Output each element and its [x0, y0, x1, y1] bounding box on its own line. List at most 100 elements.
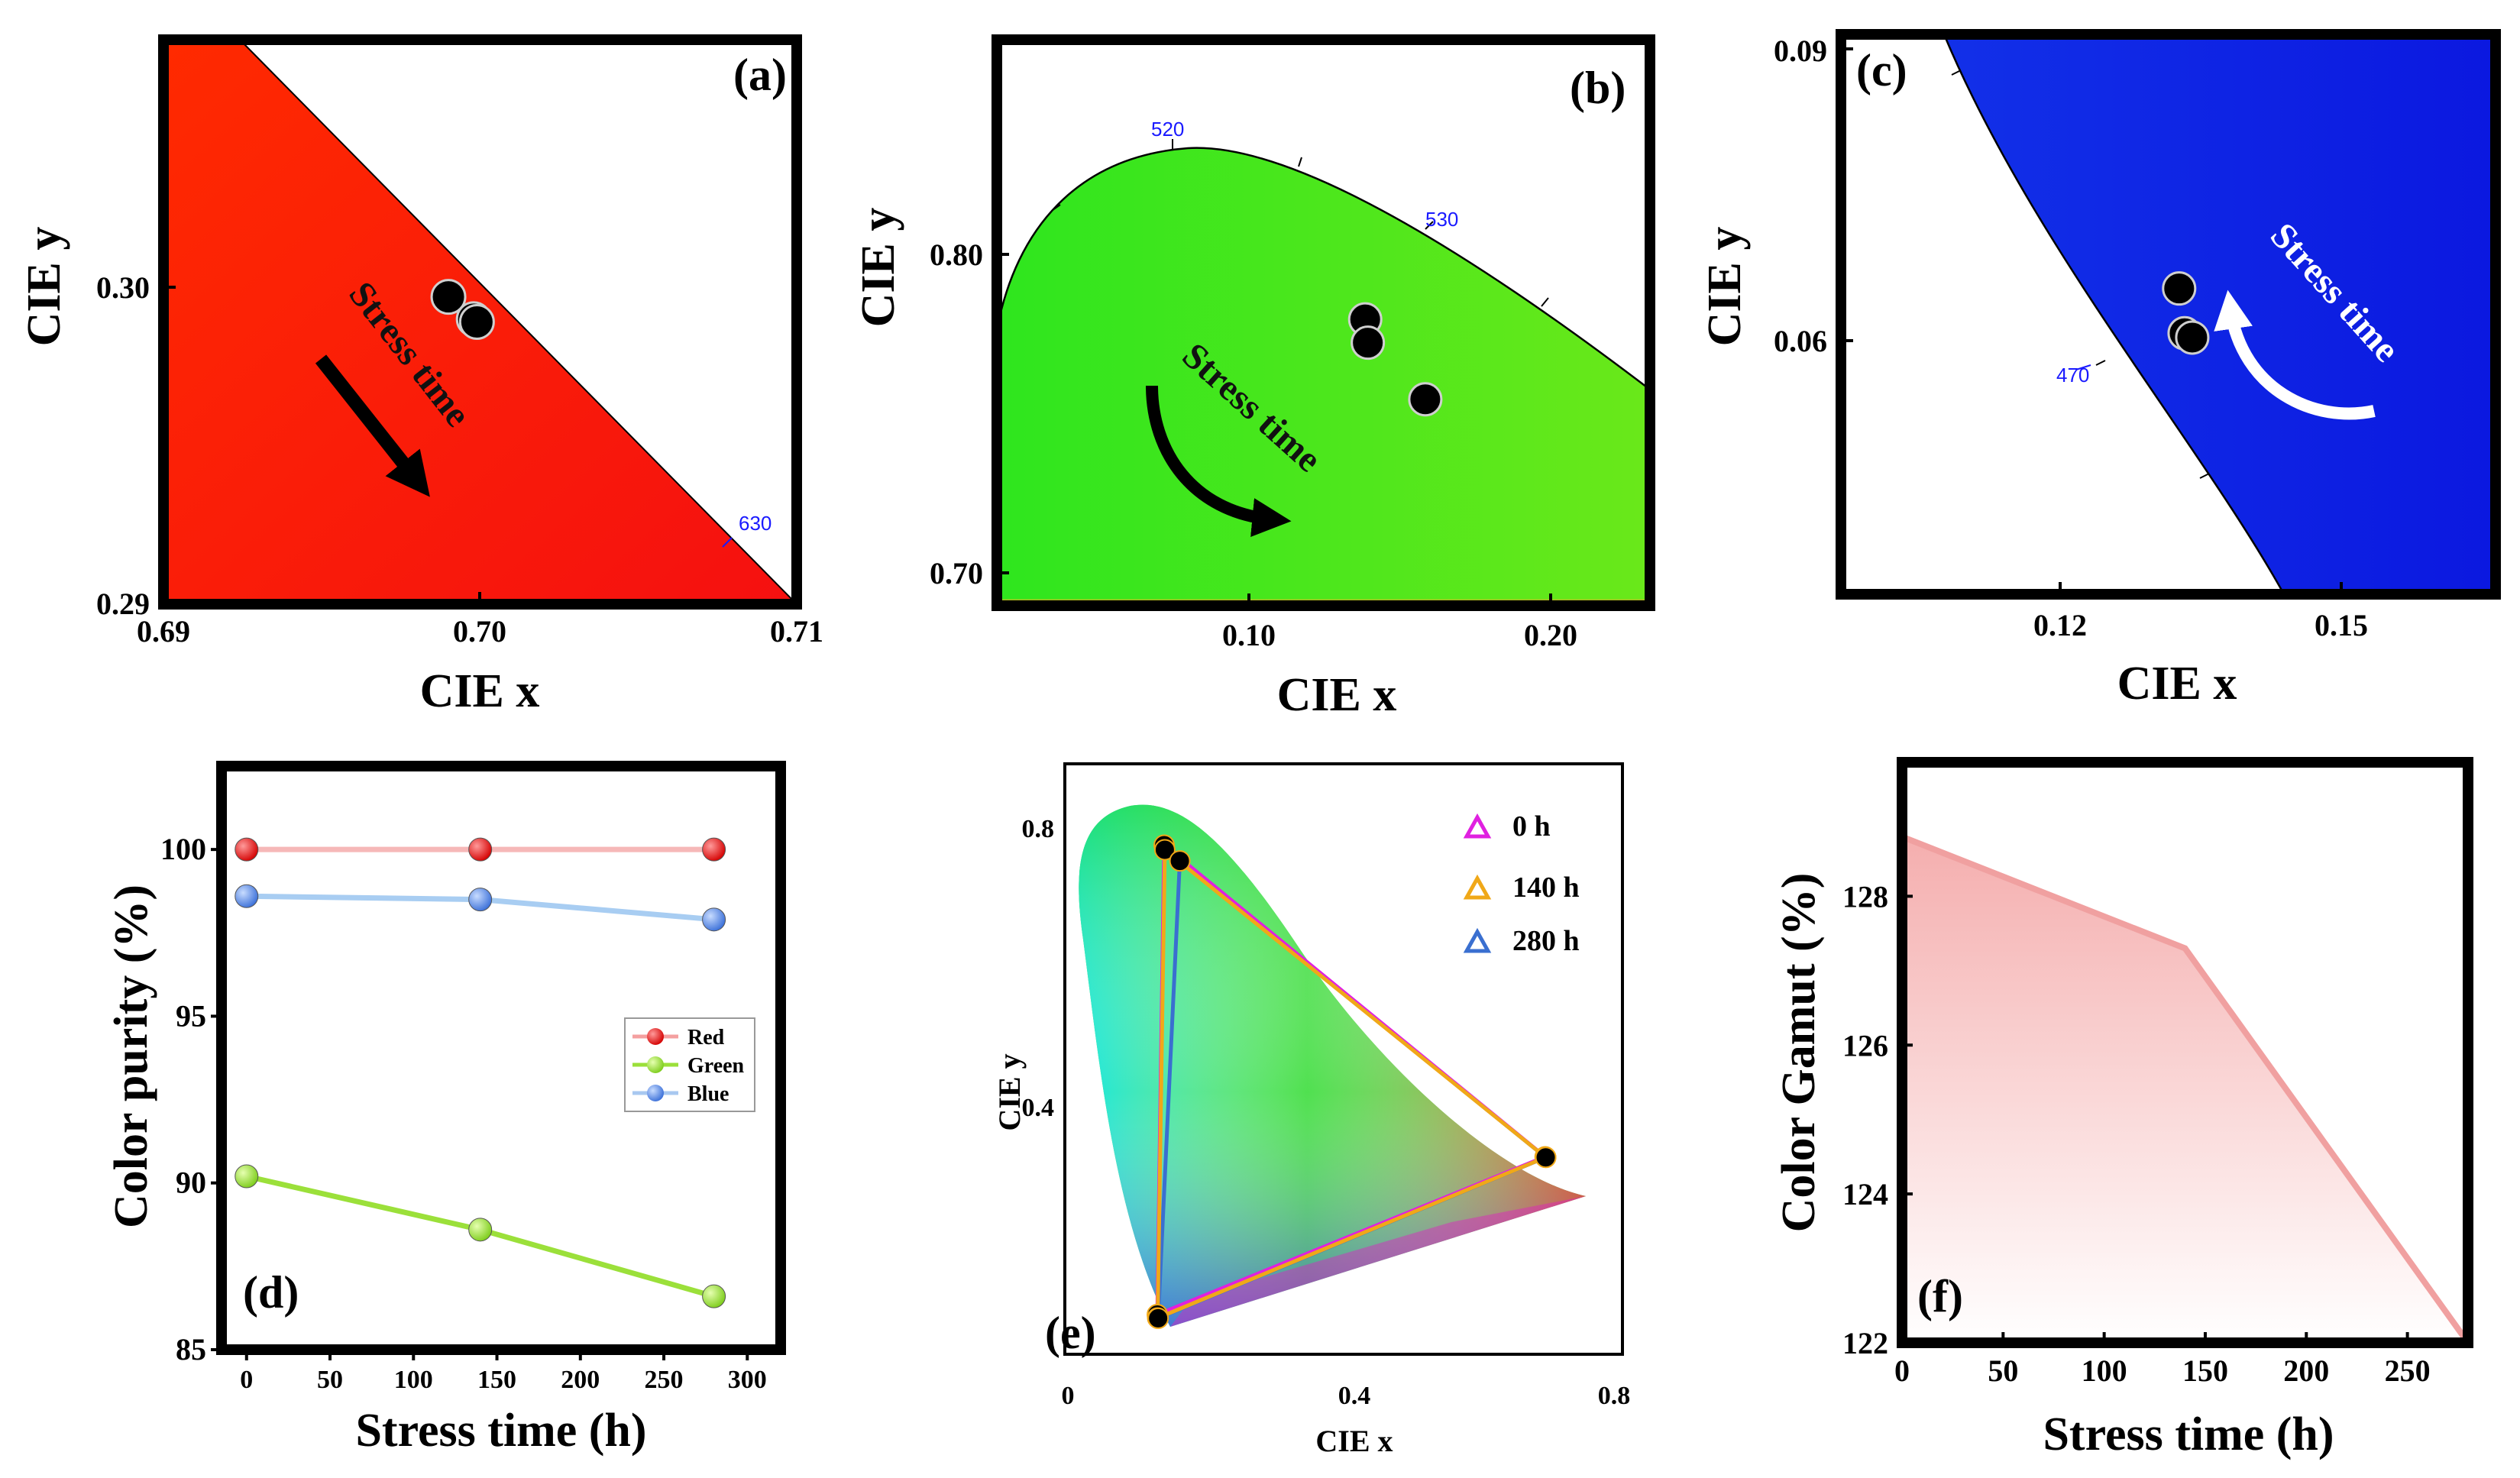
gamut-line — [1901, 833, 2471, 1345]
x-tick-label: 50 — [317, 1366, 343, 1394]
panel-c: 470 Stress time (c) 0.12 0.15 0.06 0.09 … — [1699, 29, 2501, 710]
wavelength-tick — [1951, 70, 1962, 76]
y-tick-label: 0.29 — [96, 587, 150, 621]
legend-marker-red — [647, 1028, 664, 1045]
legend-marker-280h — [1463, 927, 1492, 953]
panel-f: (f) 0 50 100 150 200 250 122 124 126 128 Stress t… — [1773, 757, 2473, 1460]
axis-ticks-c — [1841, 47, 2343, 594]
x-tick-label: 100 — [394, 1366, 433, 1394]
panel-label-d: (d) — [243, 1267, 299, 1318]
series-point-blue — [468, 888, 493, 912]
y-tick-label: 95 — [176, 998, 206, 1033]
x-tick-label: 250 — [2385, 1353, 2431, 1388]
data-point — [430, 279, 467, 315]
series-point-red — [235, 837, 259, 862]
wavelength-tick — [1541, 297, 1549, 307]
axis-ticks-f: 0 50 100 150 200 250 122 124 126 128 — [1842, 879, 2431, 1388]
x-tick-label: 0 — [240, 1366, 253, 1394]
series-point-red — [468, 837, 493, 862]
wavelength-label: 520 — [1151, 118, 1184, 141]
cie-gradient-v — [1079, 804, 1586, 1327]
x-tick-label: 50 — [1988, 1353, 2018, 1388]
stress-arrow-c — [2214, 289, 2376, 420]
series-points-d — [235, 837, 726, 1308]
panel-label-e: (e) — [1045, 1308, 1096, 1358]
x-tick-label: 0.20 — [1524, 618, 1577, 652]
primary-point — [1147, 1307, 1169, 1329]
primary-point — [1153, 839, 1176, 861]
legend-label-140h: 140 h — [1512, 872, 1580, 904]
x-tick-label: 250 — [645, 1366, 684, 1394]
panel-label-a: (a) — [733, 50, 787, 100]
plot-frame-b — [992, 34, 1655, 611]
x-tick-label: 150 — [2182, 1353, 2228, 1388]
data-points-a — [430, 279, 495, 340]
x-tick-label: 0 — [1894, 1353, 1910, 1388]
panel-d: (d) Red Green Blue 0 50 100 150 200 250 300 85 9… — [105, 761, 786, 1457]
x-axis-label: CIE x — [1315, 1424, 1393, 1458]
spectral-locus-blue — [1943, 34, 2285, 595]
x-tick-label: 0 — [1062, 1382, 1075, 1410]
panel-label-b: (b) — [1570, 63, 1626, 113]
stress-arrow-b — [1146, 385, 1292, 538]
x-tick-label: 0.10 — [1222, 618, 1276, 652]
y-tick-label: 126 — [1842, 1028, 1888, 1062]
legend-label-red: Red — [687, 1026, 725, 1049]
wavelength-tick — [2199, 473, 2210, 479]
primary-point — [1535, 1147, 1557, 1169]
y-tick-label: 128 — [1842, 879, 1888, 914]
x-axis-label: Stress time (h) — [355, 1405, 646, 1457]
data-point — [2175, 320, 2210, 355]
y-axis-label: CIE y — [992, 1053, 1027, 1130]
y-axis-label: Color Gamut (%) — [1773, 873, 1825, 1233]
x-axis-label: CIE x — [1277, 669, 1397, 721]
wavelength-label: 530 — [1425, 208, 1458, 231]
legend-label-280h: 280 h — [1512, 925, 1580, 957]
y-tick-label: 122 — [1842, 1326, 1888, 1360]
data-point — [458, 304, 495, 340]
legend-label-green: Green — [687, 1054, 745, 1078]
primary-points-e — [1147, 834, 1557, 1329]
gamut-triangle-140h — [1155, 846, 1550, 1321]
y-tick-label: 0.80 — [930, 238, 983, 272]
wavelength-tick — [722, 537, 733, 548]
data-point — [2162, 271, 2197, 306]
x-tick-label: 150 — [477, 1366, 516, 1394]
wavelength-tick — [1298, 157, 1302, 167]
legend-marker-140h — [1463, 874, 1492, 900]
legend-d: Red Green Blue — [624, 1017, 755, 1112]
gamut-area — [1902, 836, 2468, 1343]
series-point-green — [702, 1284, 726, 1308]
legend-e: 0 h 140 h 280 h — [1463, 810, 1580, 957]
primary-point — [1169, 850, 1191, 872]
y-tick-label: 90 — [176, 1166, 206, 1200]
plot-frame-d — [216, 761, 786, 1355]
x-tick-label: 200 — [2283, 1353, 2329, 1388]
x-axis-label: Stress time (h) — [2043, 1408, 2334, 1460]
x-tick-label: 0.15 — [2315, 608, 2368, 642]
series-point-blue — [235, 884, 259, 908]
x-tick-label: 0.4 — [1338, 1382, 1371, 1410]
data-points-c — [2162, 271, 2210, 355]
wavelength-label: 630 — [739, 512, 772, 535]
x-tick-label: 0.8 — [1598, 1382, 1631, 1410]
blue-region — [1944, 34, 2496, 594]
stress-arrow-a — [315, 354, 430, 497]
y-tick-label: 0.4 — [1022, 1094, 1055, 1122]
axis-ticks-b — [997, 253, 1552, 606]
legend-label-0h: 0 h — [1512, 810, 1551, 842]
series-point-red — [702, 837, 726, 862]
wavelength-label: 470 — [2056, 364, 2089, 386]
gamut-triangles — [1155, 841, 1550, 1321]
plot-frame-e — [1063, 762, 1624, 1356]
y-tick-label: 0.30 — [96, 270, 150, 305]
y-axis-label: CIE y — [1699, 227, 1751, 347]
x-tick-label: 300 — [728, 1366, 767, 1394]
wavelength-tick — [1052, 204, 1061, 211]
x-tick-label: 200 — [561, 1366, 600, 1394]
axis-ticks-a — [162, 286, 798, 606]
plot-frame-c — [1836, 29, 2501, 600]
x-tick-label: 0.12 — [2033, 608, 2087, 642]
legend-marker-green — [647, 1056, 664, 1073]
